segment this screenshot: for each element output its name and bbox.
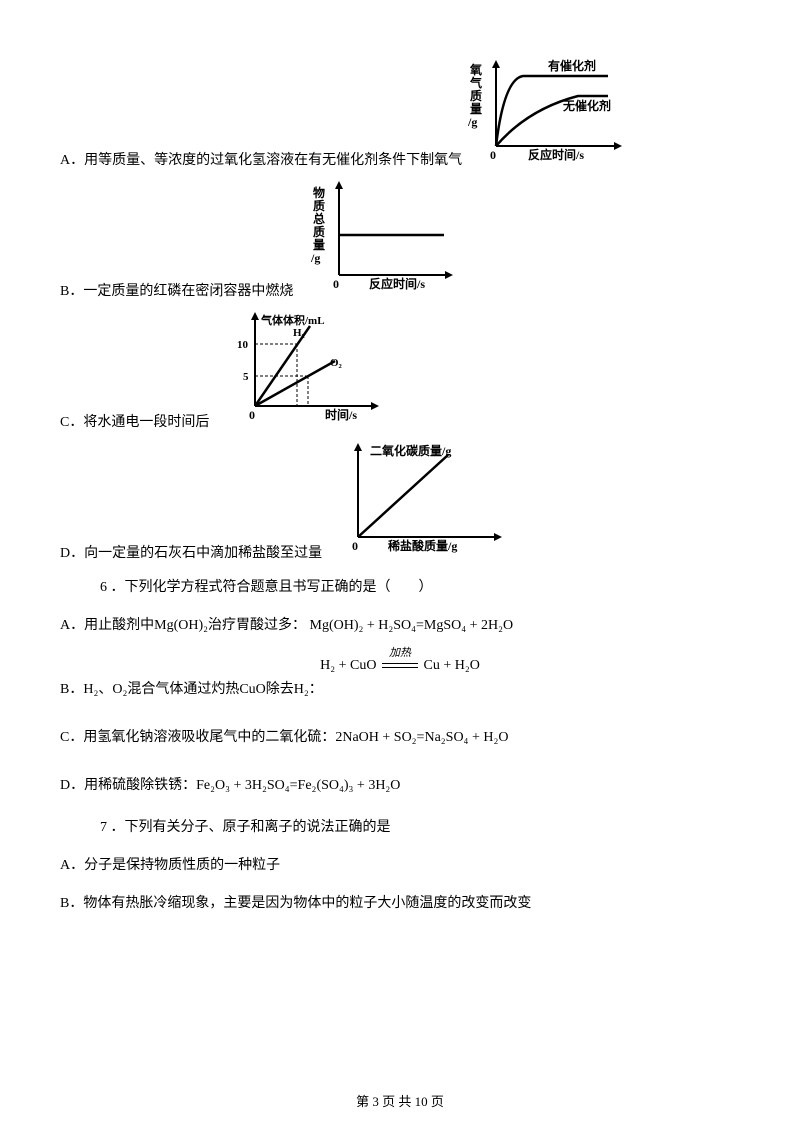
q6-option-a: A．用止酸剂中Mg(OH)₂治疗胃酸过多： Mg(OH)₂ + H₂SO₄=Mg…	[60, 614, 740, 634]
page-footer: 第 3 页 共 10 页	[0, 1091, 800, 1110]
q6-b-o2: O₂	[112, 682, 127, 697]
svg-text:二氧化碳质量/g: 二氧化碳质量/g	[370, 443, 451, 458]
q5-option-c-text: C．将水通电一段时间后	[60, 411, 209, 431]
q5-chart-a: 氧 气 质 量 /g 有催化剂 无催化剂 0 反应时间/s	[468, 54, 628, 169]
svg-text:0: 0	[249, 408, 255, 422]
svg-text:O₂: O₂	[330, 357, 343, 369]
q6-b-sep: 、	[98, 682, 112, 697]
svg-text:量: 量	[470, 102, 482, 116]
svg-text:气: 气	[469, 75, 482, 90]
q6-a-eq: Mg(OH)₂ + H₂SO₄=MgSO₄ + 2H₂O	[310, 618, 514, 633]
svg-text:0: 0	[352, 539, 358, 553]
q6-b-eq-left: H₂ + CuO	[320, 658, 376, 673]
svg-text:反应时间/s: 反应时间/s	[369, 276, 425, 291]
q5-chart-d: 二氧化碳质量/g 0 稀盐酸质量/g	[328, 437, 508, 562]
svg-text:5: 5	[243, 371, 249, 383]
q5-option-d-text: D．向一定量的石灰石中滴加稀盐酸至过量	[60, 542, 322, 562]
q6-b-post2: H₂	[294, 682, 309, 697]
q6-c-eq: 2NaOH + SO₂=Na₂SO₄ + H₂O	[335, 730, 508, 745]
q6-a-post: 治疗胃酸过多：	[208, 618, 306, 633]
svg-text:H₂: H₂	[293, 327, 306, 339]
q6-d-eq: Fe₂O₃ + 3H₂SO₄=Fe₂(SO₄)₃ + 3H₂O	[196, 778, 400, 793]
svg-text:/g: /g	[310, 251, 320, 265]
q5-option-a-row: A．用等质量、等浓度的过氧化氢溶液在有无催化剂条件下制氧气 氧 气 质 量 /g	[60, 54, 740, 169]
q6-option-d: D．用稀硫酸除铁锈：Fe₂O₃ + 3H₂SO₄=Fe₂(SO₄)₃ + 3H₂…	[60, 774, 740, 794]
svg-text:时间/s: 时间/s	[325, 407, 357, 422]
svg-text:反应时间/s: 反应时间/s	[528, 147, 584, 162]
q5-chart-c: 10 5 气体体积/mL H₂ O₂ 0 时间/s	[215, 306, 385, 431]
q6-b-mid: 混合气体通过灼热	[127, 682, 239, 697]
q6-option-b: B．H₂、O₂混合气体通过灼热CuO除去H₂：	[60, 678, 740, 698]
svg-text:量: 量	[313, 238, 325, 252]
svg-text:质: 质	[313, 198, 325, 213]
q5-option-b-text: B．一定质量的红磷在密闭容器中燃烧	[60, 280, 293, 300]
q6-b-h2: H₂	[83, 682, 98, 697]
q6-option-c: C．用氢氧化钠溶液吸收尾气中的二氧化硫：2NaOH + SO₂=Na₂SO₄ +…	[60, 726, 740, 746]
q6-d-pre: D．用稀硫酸除铁锈：	[60, 778, 196, 793]
q6-b-eq-right: Cu + H₂O	[424, 658, 480, 673]
chart-a-label1: 有催化剂	[548, 58, 596, 73]
svg-text:质: 质	[470, 88, 482, 103]
q7-option-b: B．物体有热胀冷缩现象，主要是因为物体中的粒子大小随温度的改变而改变	[60, 892, 740, 912]
svg-text:质: 质	[313, 224, 325, 239]
svg-text:氧: 氧	[469, 62, 482, 77]
q6-a-mid: Mg(OH)₂	[154, 618, 208, 633]
svg-text:物: 物	[313, 185, 325, 200]
q6-b-pre: B．	[60, 682, 83, 697]
q6-c-pre: C．用氢氧化钠溶液吸收尾气中的二氧化硫：	[60, 730, 335, 745]
q6-a-pre: A．用止酸剂中	[60, 618, 154, 633]
q7-stem: 7 ．下列有关分子、原子和离子的说法正确的是	[100, 816, 740, 836]
q6-b-eq-cond: 加热	[380, 644, 420, 660]
q6-stem: 6 ．下列化学方程式符合题意且书写正确的是（ ）	[100, 576, 740, 596]
svg-text:0: 0	[333, 277, 339, 291]
svg-text:/g: /g	[468, 115, 477, 129]
q6-b-colon: ：	[309, 682, 323, 697]
svg-text:气体体积/mL: 气体体积/mL	[260, 313, 325, 327]
q6-b-post: 除去	[266, 682, 294, 697]
q5-option-d-row: D．向一定量的石灰石中滴加稀盐酸至过量 二氧化碳质量/g 0 稀盐酸质量/g	[60, 437, 740, 562]
q6-b-cuo: CuO	[239, 682, 265, 697]
q5-option-c-row: C．将水通电一段时间后 10 5 气体体积/mL H₂	[60, 306, 740, 431]
q5-option-b-row: B．一定质量的红磷在密闭容器中燃烧 物 质 总 质 量 /g 0 反应时间/s	[60, 175, 740, 300]
q6-b-eq-block: H₂ + CuO 加热 Cu + H₂O	[60, 658, 740, 674]
q5-chart-b: 物 质 总 质 量 /g 0 反应时间/s	[299, 175, 459, 300]
svg-text:总: 总	[313, 211, 325, 226]
chart-a-label2: 无催化剂	[562, 98, 611, 113]
svg-text:稀盐酸质量/g: 稀盐酸质量/g	[388, 538, 457, 553]
svg-text:10: 10	[237, 339, 249, 351]
q7-option-a: A．分子是保持物质性质的一种粒子	[60, 854, 740, 874]
q5-option-a-text: A．用等质量、等浓度的过氧化氢溶液在有无催化剂条件下制氧气	[60, 149, 462, 169]
svg-text:0: 0	[490, 148, 496, 162]
